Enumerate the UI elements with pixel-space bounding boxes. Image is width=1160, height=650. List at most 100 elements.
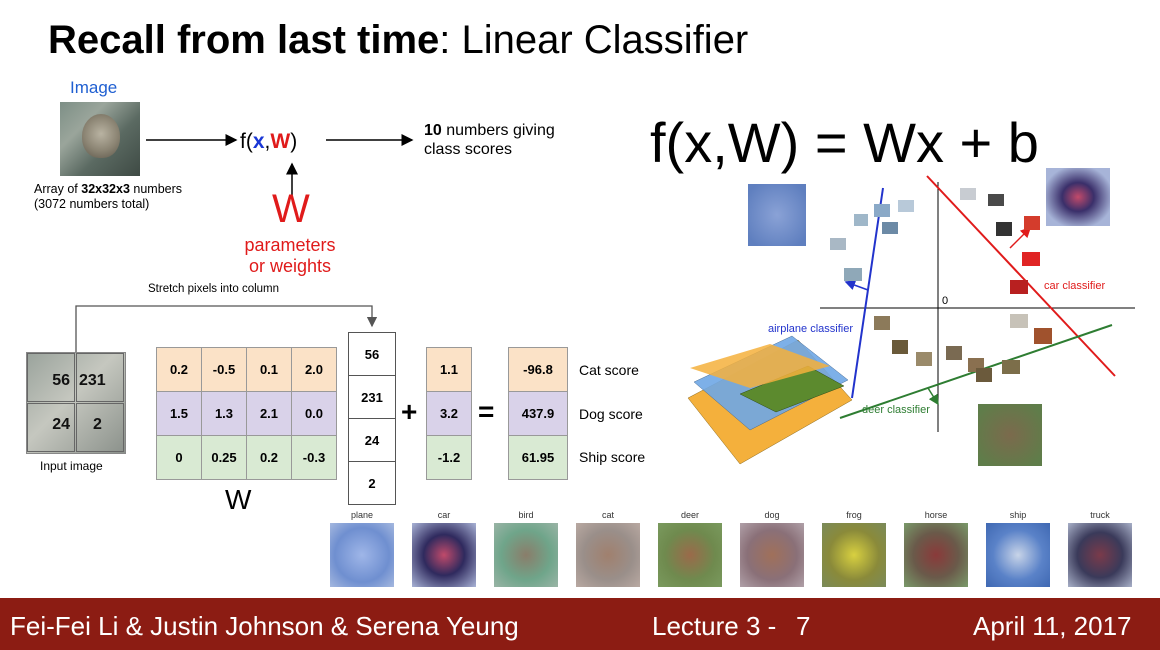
f-suffix: ) (290, 130, 298, 153)
car-classifier-label: car classifier (1044, 280, 1105, 292)
template-label: bird (518, 510, 534, 520)
template-label: car (437, 510, 451, 520)
template-label: truck (1090, 510, 1110, 520)
params-label: parameters or weights (240, 235, 340, 277)
matrix-cell: 0.0 (291, 391, 337, 436)
title-rest: : Linear Classifier (439, 18, 749, 62)
footer-date: April 11, 2017 (973, 611, 1132, 641)
template-label: cat (601, 510, 614, 520)
scores-caption: 10 numbers giving class scores (424, 121, 555, 159)
function-f: f(x,W) (240, 130, 297, 154)
car-classifier-line (926, 175, 1116, 377)
truck-template (1068, 523, 1132, 587)
matrix-cell: 0.2 (156, 347, 202, 392)
plane-template (330, 523, 394, 587)
dog-score-label: Dog score (579, 406, 643, 422)
score-cell: 61.95 (508, 435, 568, 480)
scatter-thumb (916, 352, 932, 366)
params-line2: or weights (248, 256, 332, 276)
bird-template (494, 523, 558, 587)
pixel-br: 2 (76, 403, 124, 452)
ship-template (986, 523, 1050, 587)
score-cell: -96.8 (508, 347, 568, 392)
deer-template-image (978, 404, 1042, 466)
template-label: ship (1009, 510, 1027, 520)
template-label: deer (680, 510, 699, 520)
scatter-thumb (854, 214, 868, 226)
scatter-thumb (976, 368, 992, 382)
bias-cell: 3.2 (426, 391, 472, 436)
template-label: dog (764, 510, 780, 520)
origin-label: 0 (942, 295, 948, 307)
scatter-thumb (892, 340, 908, 354)
dog-template (740, 523, 804, 587)
scatter-thumb (1010, 280, 1028, 294)
footer-lecture: Lecture 3 - (652, 611, 777, 641)
matrix-cell: 0.25 (201, 435, 247, 480)
big-W-label: W (272, 187, 310, 231)
stretch-caption: Stretch pixels into column (148, 283, 280, 295)
f-prefix: f( (240, 130, 253, 153)
pixel-tl: 56 (27, 353, 75, 402)
scatter-thumb (874, 316, 890, 330)
footer-authors: Fei-Fei Li & Justin Johnson & Serena Yeu… (10, 611, 519, 641)
pixel-tr: 231 (76, 353, 124, 402)
car-template-image (1046, 168, 1110, 226)
W-matrix-label: W (225, 484, 252, 515)
vector-cell: 2 (368, 475, 376, 491)
f-comma: , (264, 130, 271, 153)
template-label: horse (924, 510, 948, 520)
airplane-template-image (748, 184, 806, 246)
image-caption: Array of 32x32x3 numbers (3072 numbers t… (34, 182, 182, 212)
scatter-thumb (960, 188, 976, 200)
scatter-thumb (1022, 252, 1040, 266)
input-image: 56 231 24 2 (26, 352, 126, 454)
slide-title: Recall from last time: Linear Classifier (48, 18, 748, 63)
matrix-cell: 2.1 (246, 391, 292, 436)
matrix-cell: 2.0 (291, 347, 337, 392)
vector-cell: 24 (349, 419, 395, 462)
bias-cell: 1.1 (426, 347, 472, 392)
vector-cell: 231 (349, 376, 395, 419)
deer-classifier-arrow (927, 387, 939, 406)
footer-slide-number: 7 (796, 611, 811, 641)
scatter-thumb (830, 238, 846, 250)
matrix-cell: 0 (156, 435, 202, 480)
caption-bold: 32x32x3 (81, 182, 130, 196)
matrix-row: 0.2 -0.5 0.1 2.0 (156, 347, 337, 392)
equals-sign: = (478, 396, 495, 427)
cat-image (60, 102, 140, 176)
scatter-thumb (1034, 328, 1052, 344)
cat-template (576, 523, 640, 587)
ship-score-label: Ship score (579, 449, 646, 465)
scatter-thumb (882, 222, 898, 234)
bias-vector: 1.1 3.2 -1.2 (426, 347, 472, 480)
scatter-thumb (1024, 216, 1040, 230)
scatter-thumb (874, 204, 890, 217)
x-vector: 56 231 24 2 (348, 332, 396, 505)
scores-rest: numbers giving (441, 122, 555, 139)
template-label: plane (350, 510, 374, 520)
airplane-classifier-line (851, 187, 884, 399)
caption-text-2: numbers (129, 182, 183, 196)
caption-text-3: (3072 numbers total) (34, 197, 150, 211)
pixel-bl: 24 (27, 403, 75, 452)
params-line1: parameters (244, 235, 336, 255)
airplane-classifier-arrow (844, 280, 869, 291)
horse-template (904, 523, 968, 587)
scores-line2: class scores (424, 141, 513, 158)
weight-matrix: 0.2 -0.5 0.1 2.0 1.5 1.3 2.1 0.0 0 0.25 … (156, 347, 337, 480)
score-vector: -96.8 437.9 61.95 (508, 347, 568, 480)
stretch-arrow (75, 305, 378, 352)
deer-classifier-label: deer classifier (862, 404, 930, 416)
airplane-classifier-label: airplane classifier (768, 323, 853, 335)
matrix-cell: 1.5 (156, 391, 202, 436)
car-template (412, 523, 476, 587)
scatter-thumb (996, 222, 1012, 236)
image-label: Image (70, 78, 118, 97)
template-label: frog (846, 510, 862, 520)
matrix-cell: -0.5 (201, 347, 247, 392)
scatter-thumb (1010, 314, 1028, 328)
surface-plot (687, 335, 853, 465)
